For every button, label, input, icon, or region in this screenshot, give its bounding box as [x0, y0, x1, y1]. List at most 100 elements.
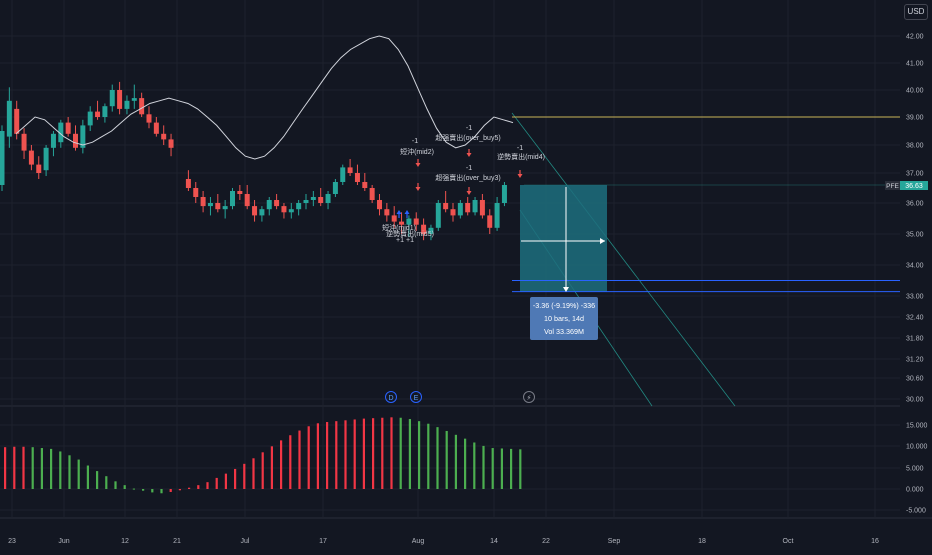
- osc-bar: [114, 481, 117, 489]
- short-position-tool[interactable]: [512, 116, 900, 293]
- osc-bar: [454, 434, 457, 489]
- osc-tick-label: 15.000: [906, 423, 928, 430]
- osc-bar: [59, 451, 62, 489]
- candle-body: [36, 164, 42, 173]
- signal-markers: [396, 149, 523, 218]
- candle-body: [494, 203, 500, 228]
- price-tick-label: 31.80: [906, 336, 924, 343]
- price-tick-label: 39.00: [906, 115, 924, 122]
- price-tick-label: 30.00: [906, 397, 924, 404]
- osc-bar: [252, 458, 255, 489]
- osc-bar: [261, 452, 264, 489]
- candle-body: [161, 133, 167, 140]
- price-tick-label: 32.40: [906, 315, 924, 322]
- candle-body: [222, 206, 228, 210]
- currency-button[interactable]: USD: [904, 4, 928, 20]
- price-tick-label: 38.00: [906, 143, 924, 150]
- time-tick-label: Sep: [608, 538, 621, 545]
- osc-bar: [270, 446, 273, 489]
- signal-5-label: 短沖(mid1): [382, 223, 416, 232]
- axes: 42.00 41.00 40.00 39.00 38.00 37.00 36.00 35.00…: [8, 34, 927, 546]
- osc-bar: [169, 489, 172, 492]
- candle-body: [340, 167, 346, 182]
- overlay-line: [15, 35, 514, 160]
- time-tick-label: 16: [871, 538, 879, 545]
- candle-body: [274, 200, 280, 207]
- candle-body: [58, 122, 64, 143]
- stats-volume: Vol 33.369M: [544, 327, 584, 336]
- candle-body: [281, 206, 287, 213]
- osc-bar: [362, 418, 365, 489]
- stats-change: -3.36 (-9.19%) -336: [532, 301, 596, 310]
- osc-bar: [344, 420, 347, 489]
- osc-bar: [215, 477, 218, 489]
- osc-bar: [372, 418, 375, 489]
- candle-body: [207, 203, 213, 207]
- time-tick-label: Oct: [783, 538, 794, 545]
- osc-bar: [105, 476, 108, 489]
- osc-bar: [178, 489, 181, 491]
- split-event-icon[interactable]: ⚡: [523, 391, 535, 403]
- candle-body: [413, 218, 419, 225]
- signal-3-label: 超强賣出(over_buy3): [435, 173, 500, 182]
- price-tick-label: 35.00: [906, 232, 924, 239]
- osc-bar: [188, 487, 191, 489]
- signal-3-number: -1: [466, 165, 472, 172]
- osc-tick-label: 10.000: [906, 444, 928, 451]
- osc-bar: [491, 448, 494, 489]
- osc-bar: [40, 448, 43, 489]
- sell-arrow-5-head: [415, 187, 421, 191]
- osc-bar: [224, 473, 227, 489]
- candle-body: [0, 131, 5, 185]
- buy-arrow-1-head: [396, 210, 402, 214]
- dividend-event-icon[interactable]: D: [385, 391, 397, 403]
- candle-body: [65, 122, 71, 134]
- candle-body: [347, 167, 353, 173]
- candle-body: [244, 194, 250, 207]
- earnings-event-icon[interactable]: E: [410, 391, 422, 403]
- osc-bar: [335, 421, 338, 489]
- candle-body: [14, 108, 20, 134]
- osc-bar: [77, 459, 80, 489]
- candle-body: [43, 147, 49, 171]
- osc-bar: [464, 438, 467, 489]
- osc-bar: [123, 485, 126, 489]
- candle-body: [21, 133, 27, 151]
- candle-body: [377, 200, 382, 210]
- osc-bar: [326, 422, 329, 489]
- osc-bar: [473, 442, 476, 489]
- osc-bar: [68, 455, 71, 489]
- price-tick-label: 31.20: [906, 357, 924, 364]
- osc-bar: [408, 419, 411, 489]
- signal-6-label: 逆勢賣出(mid5): [386, 229, 434, 238]
- osc-bar: [316, 423, 319, 489]
- signal-1-label: 短沖(mid2): [400, 147, 434, 156]
- signal-2-number: -1: [466, 125, 472, 132]
- signal-4-label: 逆勢賣出(mid4): [497, 152, 545, 161]
- sell-arrow-4-head: [517, 174, 523, 178]
- osc-bar: [197, 485, 200, 489]
- candle-body: [131, 98, 137, 101]
- sell-arrow-1-head: [415, 163, 421, 167]
- svg-text:D: D: [388, 395, 393, 402]
- candle-body: [168, 139, 174, 148]
- candle-body: [230, 191, 235, 207]
- osc-bar: [353, 419, 356, 489]
- osc-tick-label: 5.000: [906, 466, 924, 473]
- candle-body: [435, 203, 441, 228]
- osc-bar: [482, 445, 485, 489]
- candle-body: [406, 218, 412, 225]
- candle-body: [124, 100, 130, 109]
- osc-bar: [96, 471, 99, 489]
- candle-body: [384, 209, 390, 216]
- candle-body: [428, 227, 434, 234]
- candle-body: [6, 100, 12, 137]
- position-arrow-right: [600, 238, 605, 244]
- candle-body: [102, 106, 108, 117]
- signal-7-number: +1: [396, 237, 404, 244]
- sell-arrow-3-head: [466, 191, 472, 195]
- osc-tick-label: -5.000: [906, 508, 926, 515]
- time-tick-label: 12: [121, 538, 129, 545]
